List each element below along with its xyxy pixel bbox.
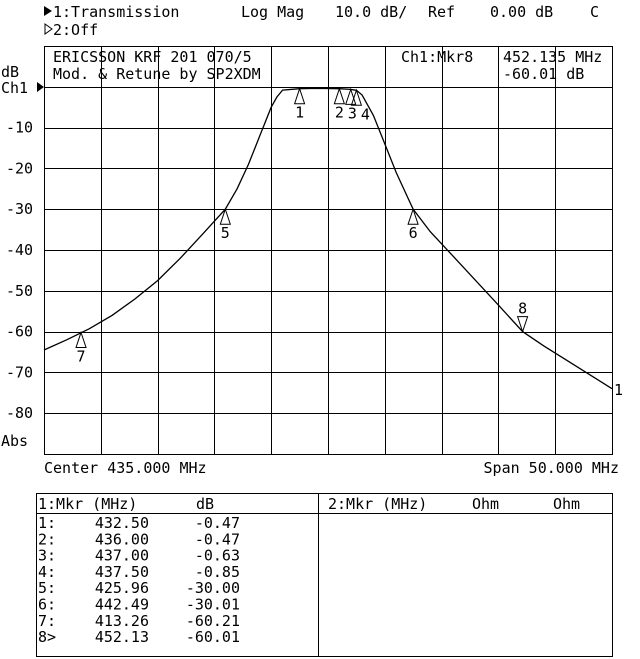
marker-number: 1: [295, 104, 304, 122]
marker-5[interactable]: 5: [219, 207, 231, 242]
format-label: Log Mag: [241, 3, 304, 21]
y-tick-label: -60: [6, 323, 33, 341]
marker-6[interactable]: 6: [407, 207, 419, 242]
marker-number: 2: [335, 104, 344, 122]
row-value: -0.47: [195, 514, 240, 532]
scale-label: 10.0 dB/: [335, 3, 407, 21]
marker-triangle-icon: [75, 330, 87, 348]
table-row[interactable]: 6: 442.49 -30.01: [38, 596, 240, 614]
axis-mode: Abs: [1, 432, 28, 450]
active-marker-frequency: 452.135 MHz: [503, 48, 602, 66]
marker-number: 4: [361, 105, 370, 123]
table-left-header-unit: dB: [196, 495, 214, 513]
table-row[interactable]: 2: 436.00 -0.47: [38, 530, 240, 548]
marker-number: 6: [409, 224, 418, 242]
y-tick-label: -40: [6, 241, 33, 259]
row-frequency: 452.13: [95, 628, 149, 646]
trace-label: 1: [614, 381, 623, 399]
marker-triangle-icon: [219, 207, 231, 225]
row-value: -60.01: [186, 628, 240, 646]
marker-number: 7: [77, 347, 86, 365]
table-row[interactable]: 4: 437.50 -0.85: [38, 563, 240, 581]
table-row[interactable]: 7: 413.26 -60.21: [38, 612, 240, 630]
y-tick-label: -80: [6, 404, 33, 422]
row-marker-label: 7:: [38, 612, 56, 630]
y-tick-label: -70: [6, 363, 33, 381]
table-row[interactable]: 8> 452.13 -60.01: [38, 628, 240, 646]
y-tick-label: -30: [6, 200, 33, 218]
row-marker-label: 1:: [38, 514, 56, 532]
row-frequency: 437.00: [95, 547, 149, 565]
row-value: -30.01: [186, 596, 240, 614]
marker-triangle-icon: [345, 87, 357, 105]
ref-value: 0.00 dB: [490, 3, 553, 21]
marker-triangle-icon: [407, 207, 419, 225]
marker-7[interactable]: 7: [75, 330, 87, 365]
active-marker-value: -60.01 dB: [503, 65, 584, 83]
marker-1[interactable]: 1: [293, 87, 306, 122]
marker-triangle-icon: [350, 88, 363, 106]
y-tick-label: -50: [6, 282, 33, 300]
row-marker-label: 5:: [38, 579, 56, 597]
table-row[interactable]: 3: 437.00 -0.63: [38, 547, 240, 565]
coupled-flag: C: [590, 3, 599, 21]
channel2-label: 2:Off: [53, 21, 98, 39]
y-tick-label: -10: [6, 119, 33, 137]
marker-number: 3: [348, 104, 357, 122]
channel-ref-label: Ch1: [1, 79, 28, 97]
marker-number: 5: [221, 224, 230, 242]
row-value: -0.63: [195, 547, 240, 565]
row-marker-label: 6:: [38, 596, 56, 614]
axis-unit: dB: [1, 63, 19, 81]
active-channel-arrow-icon: [44, 6, 52, 16]
row-frequency: 436.00: [95, 530, 149, 548]
row-marker-label: 2:: [38, 530, 56, 548]
marker-triangle-icon: [516, 316, 529, 334]
table-right-header-unit2: Ohm: [553, 495, 580, 513]
table-row[interactable]: 1: 432.50 -0.47: [38, 514, 240, 532]
row-frequency: 432.50: [95, 514, 149, 532]
row-frequency: 413.26: [95, 612, 149, 630]
row-value: -30.00: [186, 579, 240, 597]
active-marker-label: Ch1:Mkr8: [401, 48, 473, 66]
row-marker-label: 8>: [38, 628, 56, 646]
center-frequency[interactable]: Center 435.000 MHz: [44, 459, 207, 477]
span-frequency[interactable]: Span 50.000 MHz: [484, 459, 619, 477]
row-marker-label: 3:: [38, 547, 56, 565]
marker-4[interactable]: 4: [350, 88, 370, 123]
marker-8[interactable]: 8: [516, 300, 529, 334]
row-marker-label: 4:: [38, 563, 56, 581]
table-right-header-mkr: 2:Mkr (MHz): [328, 495, 427, 513]
table-left-header-mkr: 1:Mkr (MHz): [38, 495, 137, 513]
marker-table: [36, 493, 613, 657]
channel1-label: 1:Transmission: [53, 3, 179, 21]
row-value: -0.85: [195, 563, 240, 581]
marker-3[interactable]: 3: [345, 87, 357, 122]
trace-line: [43, 87, 613, 390]
row-value: -60.21: [186, 612, 240, 630]
y-tick-label: -20: [6, 159, 33, 177]
marker-number: 8: [518, 300, 527, 318]
row-value: -0.47: [195, 530, 240, 548]
reference-level-arrow-icon: [37, 82, 44, 92]
marker-triangle-icon: [333, 87, 346, 105]
channel2-arrow-icon: [44, 23, 53, 35]
row-frequency: 437.50: [95, 563, 149, 581]
title-line-2: Mod. & Retune by SP2XDM: [53, 65, 261, 83]
row-frequency: 442.49: [95, 596, 149, 614]
marker-triangle-icon: [293, 87, 306, 105]
ref-label: Ref: [428, 3, 455, 21]
row-frequency: 425.96: [95, 579, 149, 597]
marker-2[interactable]: 2: [333, 87, 346, 122]
title-line-1: ERICSSON KRF 201 070/5: [53, 48, 252, 66]
table-right-header-unit1: Ohm: [472, 495, 499, 513]
table-row[interactable]: 5: 425.96 -30.00: [38, 579, 240, 597]
